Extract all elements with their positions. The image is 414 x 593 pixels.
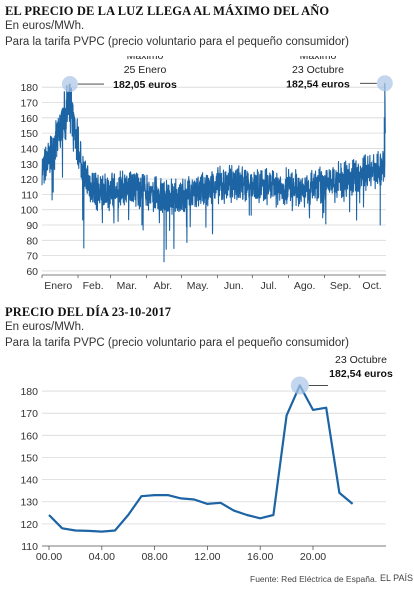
y-tick-label: 90	[26, 220, 38, 232]
y-tick-label: 180	[20, 82, 38, 94]
y-tick-label: 150	[20, 128, 38, 140]
annotation-day-l3: 182,54 euros	[329, 368, 393, 380]
annotation-jan-l3: 182,05 euros	[113, 79, 177, 91]
x-tick-label: Feb.	[83, 280, 104, 292]
annotation-oct-l3: 182,54 euros	[286, 78, 350, 90]
y-tick-label: 110	[21, 541, 38, 553]
annotation-day-l1: Máximo	[343, 350, 380, 353]
price-line-year	[41, 82, 386, 263]
max-marker-jan	[61, 76, 78, 93]
annotation-jan-l2: 25 Enero	[124, 64, 167, 76]
x-tick-label: Jul.	[260, 280, 276, 292]
y-tick-label: 160	[20, 113, 38, 125]
y-tick-label: 80	[26, 235, 38, 247]
y-tick-label: 130	[20, 159, 38, 171]
x-tick-label: Ago.	[294, 280, 316, 292]
brand-logo: EL PAÍS	[380, 573, 414, 583]
annotation-oct-l2: 23 Octubre	[292, 64, 344, 76]
x-tick-label: Mar.	[117, 280, 137, 292]
x-tick-label: Enero	[44, 280, 72, 292]
y-tick-label: 120	[20, 174, 38, 186]
chart1-tariff: Para la tarifa PVPC (precio voluntario p…	[5, 36, 349, 48]
x-tick-label: Abr.	[154, 280, 173, 292]
y-tick-label: 170	[20, 98, 38, 110]
annotation-oct-l1: Máximo	[300, 56, 337, 62]
y-tick-label: 120	[20, 519, 38, 531]
chart2-title: PRECIO DEL DÍA 23-10-2017	[5, 305, 172, 319]
x-tick-label: 08.00	[141, 551, 167, 563]
annotation-day-l2: 23 Octubre	[335, 354, 387, 366]
y-tick-label: 70	[26, 251, 38, 263]
x-tick-label: Sep.	[330, 280, 352, 292]
max-marker-oct	[376, 75, 393, 92]
y-tick-label: 100	[20, 205, 38, 217]
x-tick-label: 12.00	[194, 551, 220, 563]
source-note: Fuente: Red Eléctrica de España.	[250, 574, 378, 584]
x-tick-label: 04.00	[89, 551, 115, 563]
y-tick-label: 140	[20, 143, 38, 155]
y-tick-label: 140	[20, 475, 38, 487]
y-tick-label: 130	[20, 497, 38, 509]
y-tick-label: 60	[26, 266, 38, 278]
x-tick-label: May.	[187, 280, 209, 292]
chart2-tariff: Para la tarifa PVPC (precio voluntario p…	[5, 337, 349, 349]
max-marker-day	[290, 376, 309, 395]
y-tick-label: 160	[20, 430, 38, 442]
x-tick-label: Oct.	[362, 280, 381, 292]
x-tick-label: 20.00	[300, 551, 326, 563]
x-tick-label: 00.00	[36, 551, 62, 563]
y-tick-label: 170	[20, 408, 38, 420]
chart1-plot: 60 70 80 90 100 110 120 130 140 150 160 170 180 Enero…	[20, 56, 393, 292]
chart2-units: En euros/MWh.	[5, 321, 85, 333]
chart1-title: EL PRECIO DE LA LUZ LLEGA AL MÁXIMO DEL …	[5, 4, 330, 18]
x-tick-label: Jun.	[224, 280, 244, 292]
y-tick-label: 150	[20, 452, 38, 464]
x-tick-label: 16.00	[247, 551, 273, 563]
chart1-units: En euros/MWh.	[5, 20, 85, 32]
price-line-day	[48, 384, 354, 533]
chart2-plot: 110 120 130 140 150 160 170 180 00.00 04.00 08.00 1…	[20, 350, 393, 563]
y-tick-label: 180	[20, 386, 38, 398]
y-tick-label: 110	[21, 189, 38, 201]
annotation-jan-l1: Máximo	[127, 56, 164, 62]
